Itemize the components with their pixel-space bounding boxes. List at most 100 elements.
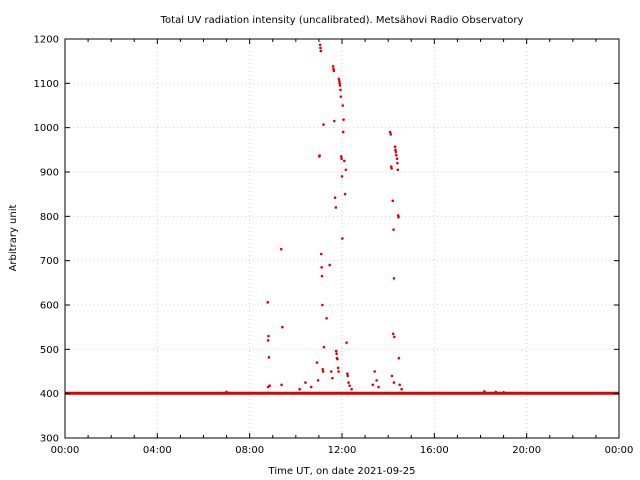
data-point [321, 367, 325, 371]
data-point [396, 168, 400, 172]
data-point [336, 366, 340, 370]
data-point [334, 206, 338, 209]
data-point [371, 383, 375, 387]
data-point [321, 370, 325, 373]
data-point [338, 84, 342, 87]
data-point [266, 339, 270, 342]
data-point [322, 123, 325, 126]
data-point [331, 65, 335, 68]
data-point [494, 390, 498, 394]
x-tick-label: 08:00 [235, 445, 264, 456]
data-point [320, 266, 323, 269]
y-tick-label: 900 [40, 168, 59, 179]
data-point [342, 118, 345, 121]
data-point [397, 356, 401, 360]
data-point [391, 332, 395, 336]
y-tick-label: 1100 [34, 79, 59, 90]
data-point [280, 383, 283, 387]
y-tick-label: 300 [40, 434, 59, 445]
y-tick-label: 600 [40, 301, 59, 312]
data-point [225, 390, 228, 394]
data-point [394, 153, 398, 157]
x-tick-label: 12:00 [328, 445, 357, 456]
data-point [281, 325, 284, 329]
data-point [298, 387, 301, 391]
data-point [328, 263, 331, 267]
x-tick-labels: 00:00 04:00 08:00 12:00 16:00 20:00 00:00 [51, 445, 634, 456]
chart-title: Total UV radiation intensity (uncalibrat… [160, 15, 524, 26]
data-point [346, 372, 349, 376]
data-point [267, 356, 271, 359]
data-point [393, 335, 396, 339]
data-point [318, 43, 322, 47]
data-point [337, 370, 340, 373]
data-points [225, 43, 505, 394]
data-point [391, 199, 395, 203]
y-tick-label: 400 [40, 389, 59, 400]
y-tick-label: 700 [40, 256, 59, 267]
y-tick-label: 1000 [34, 123, 59, 134]
data-point [333, 196, 337, 200]
data-point [392, 277, 396, 280]
data-point [389, 133, 393, 136]
data-point [339, 155, 343, 158]
data-point [347, 381, 350, 384]
data-point [394, 150, 398, 154]
x-tick-label: 00:00 [605, 445, 634, 456]
data-point [315, 361, 319, 364]
data-point [396, 161, 399, 165]
data-point [319, 252, 323, 256]
data-point [345, 341, 348, 344]
data-point [319, 49, 323, 53]
data-point [393, 145, 397, 149]
data-point [388, 130, 392, 134]
data-point [267, 334, 270, 338]
data-point [390, 167, 393, 170]
data-point [375, 379, 378, 382]
data-point [320, 274, 324, 278]
data-point [392, 228, 395, 231]
data-point [340, 157, 343, 160]
data-point [394, 148, 397, 152]
data-point [309, 385, 313, 389]
data-point [341, 237, 344, 240]
data-point [502, 391, 505, 394]
x-tick-label: 04:00 [143, 445, 172, 456]
data-point [341, 104, 345, 107]
data-point [331, 376, 334, 380]
data-point [341, 130, 345, 134]
data-point [346, 374, 350, 378]
data-point [339, 88, 342, 92]
data-point [318, 154, 321, 157]
data-point [392, 381, 396, 384]
data-point [279, 247, 283, 251]
data-point [395, 157, 399, 160]
axis-ticks [64, 38, 620, 439]
data-point [377, 385, 380, 389]
y-tick-label: 1200 [34, 35, 59, 46]
data-point [336, 357, 339, 361]
data-point [322, 345, 326, 349]
data-point [325, 317, 328, 320]
data-point [335, 352, 338, 356]
data-point [343, 159, 346, 163]
data-point [268, 384, 271, 387]
data-point [344, 168, 348, 172]
data-point [338, 79, 341, 83]
y-tick-labels: 300 400 500 600 700 800 900 1000 1100 1200 [34, 35, 59, 445]
data-point [266, 301, 270, 304]
data-point [329, 370, 333, 373]
data-point [350, 387, 353, 391]
data-point [319, 46, 322, 50]
data-point [373, 370, 377, 373]
data-point [390, 374, 394, 378]
data-point [333, 119, 336, 123]
y-tick-label: 800 [40, 212, 59, 223]
x-tick-label: 16:00 [420, 445, 449, 456]
x-tick-label: 20:00 [512, 445, 541, 456]
data-point [483, 390, 486, 393]
data-point [397, 215, 400, 219]
data-point [316, 379, 320, 382]
data-point [348, 384, 351, 387]
